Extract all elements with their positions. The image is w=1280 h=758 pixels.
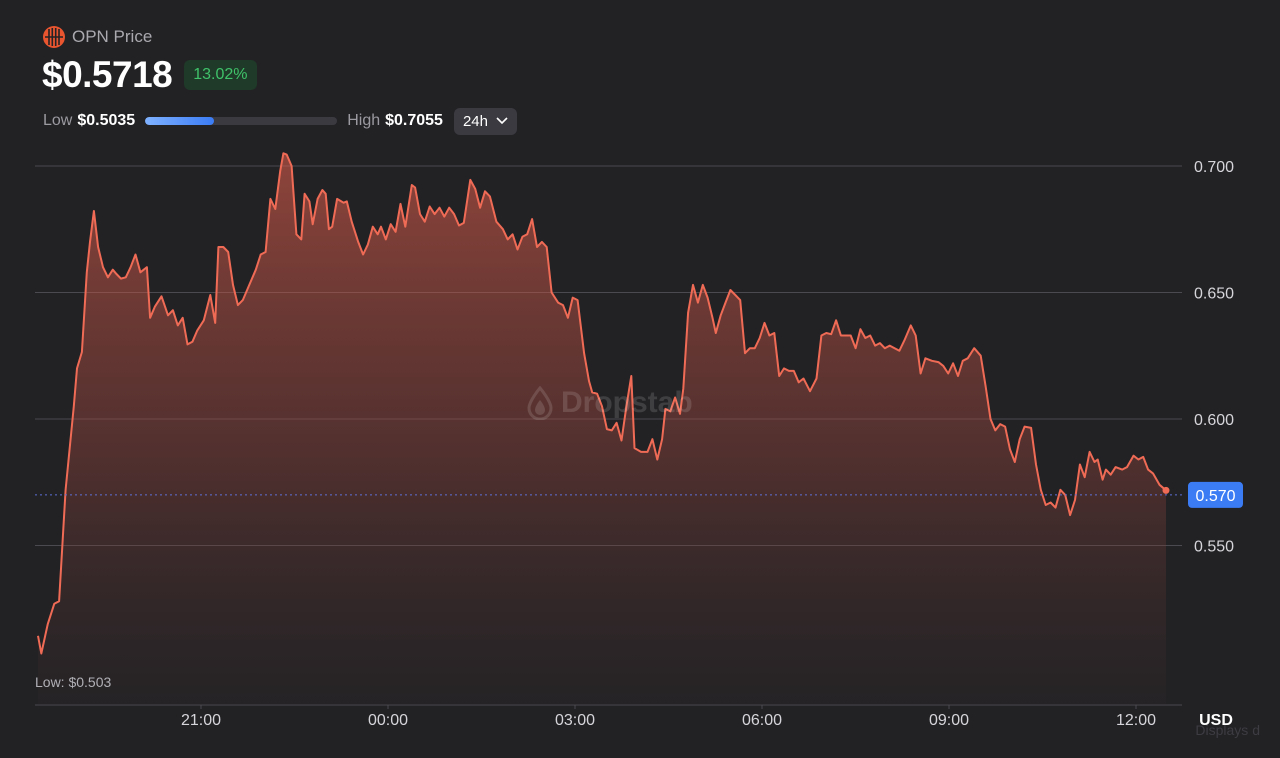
change-badge: 13.02% — [184, 60, 257, 90]
period-selector[interactable]: 24h — [453, 107, 517, 135]
current-price-label: 0.570 — [1195, 488, 1235, 505]
header: OPN Price — [42, 26, 152, 48]
y-tick-label: 0.550 — [1194, 539, 1234, 556]
title-row: OPN Price — [42, 26, 152, 48]
currency-label: USD — [1199, 712, 1233, 729]
low-annotation: Low: $0.503 — [35, 674, 111, 690]
price-row: $0.5718 13.02% — [42, 54, 257, 96]
coin-title: OPN Price — [72, 27, 153, 46]
x-tick-label: 00:00 — [368, 712, 408, 729]
current-price: $0.5718 — [42, 54, 173, 95]
price-area — [38, 153, 1166, 706]
current-price-badge — [1188, 481, 1243, 508]
droplet-icon — [527, 386, 553, 420]
period-label: 24h — [462, 112, 488, 130]
x-tick-label: 12:00 — [1116, 712, 1156, 729]
high-value: $0.7055 — [385, 112, 443, 129]
x-tick-label: 21:00 — [181, 712, 221, 729]
x-tick-label: 09:00 — [929, 712, 969, 729]
high-label: High — [347, 112, 381, 129]
price-line — [37, 152, 1167, 655]
y-tick-label: 0.650 — [1194, 286, 1234, 303]
range-bar — [145, 117, 338, 125]
x-tick-label: 06:00 — [742, 712, 782, 729]
low-value: $0.5035 — [77, 112, 136, 129]
watermark-text: Dropstab — [561, 386, 693, 419]
chevron-down-icon — [496, 117, 508, 125]
watermark: Dropstab — [525, 386, 693, 420]
footer-note: Displays d — [1195, 722, 1260, 738]
y-tick-label: 0.600 — [1194, 412, 1234, 429]
range-bar-fill — [145, 117, 215, 125]
y-tick-label: 0.700 — [1194, 159, 1234, 176]
current-price-dot — [1162, 486, 1170, 494]
range-row: Low $0.5035 High $0.7055 24h — [43, 106, 517, 136]
opn-logo-icon — [43, 26, 65, 48]
x-tick-label: 03:00 — [555, 712, 595, 729]
low-label: Low — [43, 112, 73, 129]
